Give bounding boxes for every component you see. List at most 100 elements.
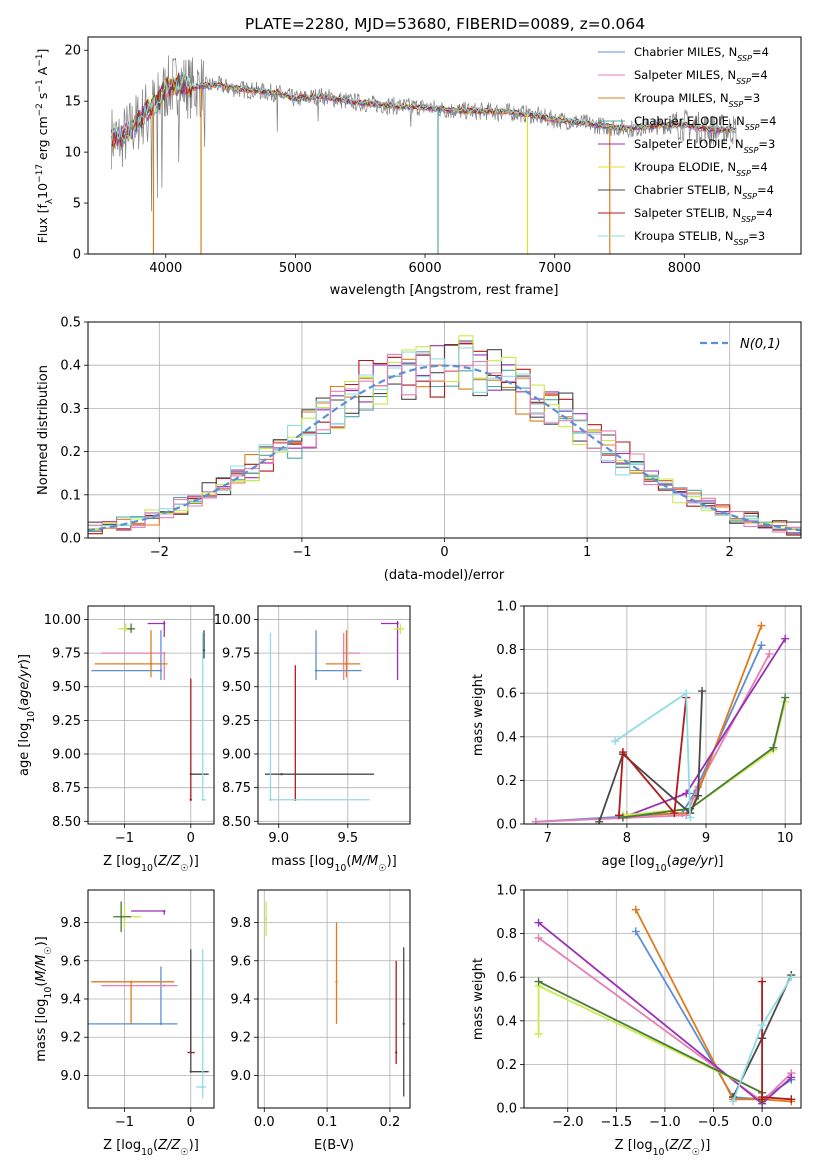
y-tick-label: 0	[73, 248, 81, 263]
label-part: ☉	[180, 1147, 188, 1158]
x-tick-label: 6000	[409, 261, 442, 276]
y-tick-label: 9.4	[60, 993, 81, 1008]
y-axis-label: Flux [fλ10−17 erg cm−2 s−1 A−1]	[35, 49, 55, 244]
legend-label-sub: SSP	[729, 100, 744, 109]
label-part: −17	[35, 164, 45, 183]
legend-label-sub: SSP	[742, 192, 757, 201]
legend-label-tail: =3	[743, 91, 760, 105]
y-tick-label: 9.00	[52, 748, 81, 763]
y-axis-label: Normed distribution	[36, 365, 51, 495]
label-part: )]	[387, 854, 397, 869]
x-tick-label: 0	[187, 831, 195, 846]
data-point	[189, 773, 192, 776]
axes-frame	[87, 605, 215, 825]
label-part: )]	[34, 936, 49, 946]
x-tick-label: −1	[115, 1115, 134, 1130]
weight-marker	[682, 689, 691, 698]
legend-label-tail: =4	[757, 183, 774, 197]
legend-label-main: Chabrier MILES, N	[634, 45, 737, 59]
y-tick-label: 9.75	[222, 647, 251, 662]
legend-label-main: Chabrier STELIB, N	[634, 183, 742, 197]
weight-marker	[531, 817, 540, 824]
weight-marker	[631, 905, 640, 914]
label-part: 10	[43, 987, 54, 999]
legend-label: Kroupa ELODIE, NSSP=4	[634, 160, 768, 178]
label-part: mass [log	[34, 999, 49, 1062]
y-tick-label: 8.75	[52, 781, 81, 796]
weight-marker	[534, 977, 543, 986]
weight-marker	[728, 1097, 737, 1106]
legend-label-tail: =4	[751, 160, 768, 174]
panel-residuals: −2 −1 0 1 2 0.0 0.1 0.2 0.3 0.4 0.5 N(0,1) (data-mod…	[36, 316, 802, 583]
data-point	[119, 915, 123, 918]
x-tick-label: 8	[623, 831, 631, 846]
y-tick-label: 9.6	[60, 954, 81, 969]
x-axis-label: Z [log10(Z/Z☉)]	[615, 1138, 711, 1158]
label-part: age/yr	[17, 662, 32, 705]
label-part: Flux [f	[35, 204, 50, 244]
axes-frame	[523, 889, 802, 1109]
y-tick-label: 8.50	[222, 815, 251, 830]
label-part: A	[35, 66, 50, 79]
label-part: ]	[35, 49, 50, 54]
y-tick-label: 10	[64, 146, 81, 161]
y-tick-label: 15	[64, 95, 81, 110]
figure-title: PLATE=2280, MJD=53680, FIBERID=0089, z=0…	[245, 15, 645, 33]
label-part: (	[346, 854, 351, 869]
weight-marker	[534, 1029, 543, 1038]
weight-marker	[631, 927, 640, 936]
data-point	[129, 627, 133, 631]
panel-mass_weight_vs_Z: −2.0 −1.5 −1.0 −0.5 0.0 0.0 0.2 0.4 0.6 0.8 1.0 Z […	[471, 884, 802, 1158]
x-tick-label: 10	[777, 831, 794, 846]
x-tick-label: −1.5	[601, 1115, 633, 1130]
legend-label: Chabrier ELODIE, NSSP=4	[634, 114, 776, 132]
label-part: M/M	[34, 955, 49, 982]
axes-frame	[87, 36, 802, 255]
y-tick-label: 0.8	[496, 927, 517, 942]
label-part: (	[665, 1138, 670, 1153]
panel-spectrum: 4000 5000 6000 7000 8000 0 5 10 15 20 Chabrier MIL…	[35, 36, 802, 298]
x-tick-label: 9	[702, 831, 710, 846]
x-axis-label: E(B-V)	[314, 1138, 354, 1153]
y-tick-label: 0.0	[496, 818, 517, 833]
label-part: (	[667, 854, 672, 869]
y-tick-label: 9.8	[230, 916, 251, 931]
data-point	[269, 798, 272, 801]
weight-marker	[757, 621, 766, 630]
label-part: age [log	[17, 723, 32, 776]
y-tick-label: 20	[64, 44, 81, 59]
y-tick-label: 9.50	[52, 680, 81, 695]
weight-marker	[758, 1021, 767, 1030]
legend-label-sub: SSP	[736, 169, 751, 178]
weight-line	[538, 980, 763, 1102]
x-axis-label: Z [log10(Z/Z☉)]	[103, 1138, 199, 1158]
label-part: 10	[334, 863, 346, 874]
x-axis-label: age [log10(age/yr)]	[601, 854, 723, 874]
legend-label-main: Salpeter STELIB, N	[634, 206, 741, 220]
legend-label: Salpeter ELODIE, NSSP=3	[634, 137, 775, 155]
weight-marker	[781, 634, 790, 643]
label-part: Z [log	[615, 1138, 653, 1153]
y-tick-label: 9.25	[222, 714, 251, 729]
data-point	[342, 651, 345, 655]
y-tick-label: 9.2	[60, 1031, 81, 1046]
legend-label-sub: SSP	[736, 77, 751, 86]
label-part: −1	[35, 79, 45, 92]
label-part: )]	[713, 854, 723, 869]
plot-area-age_vs_Z	[91, 620, 209, 801]
y-tick-label: 10.00	[214, 613, 251, 628]
weight-marker	[611, 737, 620, 746]
legend-label-main: Chabrier ELODIE, N	[634, 114, 745, 128]
label-part: 10	[35, 183, 50, 199]
label-part: )]	[189, 854, 199, 869]
data-point	[149, 662, 153, 666]
plot-area-spectrum	[110, 55, 737, 254]
weight-marker	[694, 791, 703, 800]
weight-marker	[758, 1093, 767, 1102]
x-tick-label: 5000	[279, 261, 312, 276]
legend-label: Kroupa STELIB, NSSP=3	[634, 229, 765, 247]
legend-label-tail: =3	[758, 137, 775, 151]
data-point	[264, 917, 268, 920]
